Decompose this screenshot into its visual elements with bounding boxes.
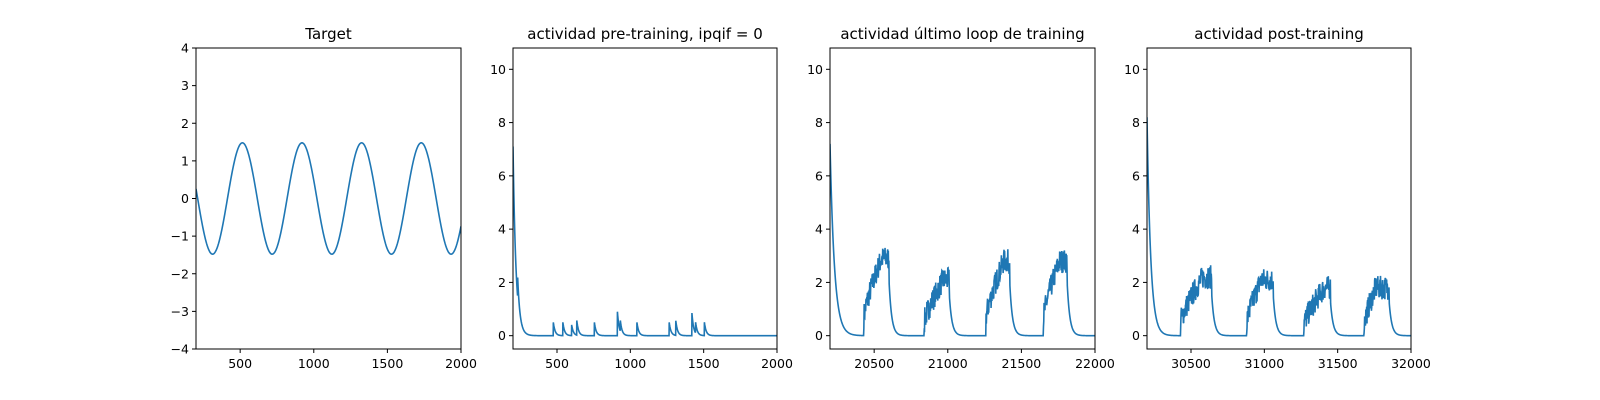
x-tick-label: 1000 [614, 356, 646, 371]
chart-title: actividad último loop de training [840, 25, 1084, 43]
x-tick-label: 21500 [1002, 356, 1042, 371]
x-tick-label: 1500 [371, 356, 403, 371]
x-tick-label: 1500 [688, 356, 720, 371]
y-tick-label: 6 [498, 168, 506, 183]
y-tick-label: 0 [498, 328, 506, 343]
y-tick-label: 0 [181, 191, 189, 206]
x-tick-label: 21000 [928, 356, 968, 371]
y-tick-label: 10 [1124, 62, 1140, 77]
y-tick-label: 4 [498, 222, 506, 237]
x-tick-label: 2000 [761, 356, 793, 371]
chart-panel-1: 500 1000 1500 2000 −4 −3 −2 −1 0 1 2 3 4 Target [171, 25, 477, 371]
chart-title: actividad post-training [1194, 25, 1363, 43]
y-tick-label: 2 [1132, 275, 1140, 290]
x-tick-label: 30500 [1171, 356, 1211, 371]
plot-frame [1146, 47, 1412, 350]
y-tick-label: 2 [181, 116, 189, 131]
y-tick-label: −4 [171, 342, 189, 357]
x-tick-label: 32000 [1391, 356, 1431, 371]
y-tick-label: 4 [1132, 222, 1140, 237]
y-tick-label: 4 [815, 222, 823, 237]
x-tick-label: 31000 [1244, 356, 1284, 371]
y-tick-label: 3 [181, 78, 189, 93]
x-tick-label: 1000 [298, 356, 330, 371]
plot-frame [512, 47, 778, 350]
chart-title: actividad pre-training, ipqif = 0 [527, 25, 763, 43]
y-tick-label: 10 [490, 62, 506, 77]
chart-title: Target [304, 25, 352, 43]
chart-panel-3: 20500 21000 21500 22000 0 2 4 6 8 10 actividad últ… [807, 25, 1115, 371]
y-tick-label: 10 [807, 62, 823, 77]
y-tick-label: 8 [1132, 115, 1140, 130]
y-tick-label: 6 [815, 168, 823, 183]
y-tick-label: 8 [498, 115, 506, 130]
y-tick-label: −1 [171, 229, 189, 244]
x-tick-label: 500 [228, 356, 252, 371]
series-line [830, 143, 1095, 337]
y-tick-label: 2 [498, 275, 506, 290]
plot-frame [829, 47, 1096, 350]
y-tick-label: 0 [815, 328, 823, 343]
series-line [196, 141, 461, 255]
plot-frame [195, 47, 462, 350]
y-tick-label: 4 [181, 41, 189, 56]
y-tick-label: 0 [1132, 328, 1140, 343]
x-tick-label: 500 [545, 356, 569, 371]
y-tick-label: −3 [171, 304, 189, 319]
x-tick-label: 22000 [1075, 356, 1115, 371]
x-tick-label: 2000 [445, 356, 477, 371]
y-tick-label: −2 [171, 266, 189, 281]
chart-panel-2: 500 1000 1500 2000 0 2 4 6 8 10 actividad pre-trai… [490, 25, 793, 371]
x-tick-label: 31500 [1318, 356, 1358, 371]
y-tick-label: 2 [815, 275, 823, 290]
y-tick-label: 8 [815, 115, 823, 130]
chart-panel-4: 30500 31000 31500 32000 0 2 4 6 8 10 actividad pos… [1124, 25, 1431, 371]
series-line [1147, 117, 1411, 337]
y-tick-label: 1 [181, 153, 189, 168]
y-tick-label: 6 [1132, 168, 1140, 183]
series-line [513, 146, 777, 337]
x-tick-label: 20500 [854, 356, 894, 371]
